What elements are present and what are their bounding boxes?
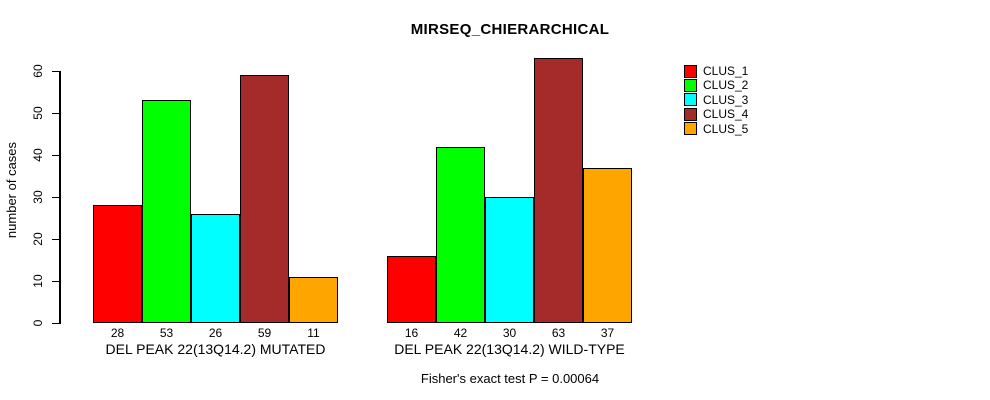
- y-axis-label: number of cases: [4, 141, 19, 239]
- bar-value-label: 63: [551, 326, 566, 340]
- bar-value-label: 16: [404, 326, 419, 340]
- bar-CLUS_4-group-1: [240, 75, 289, 323]
- legend-item-CLUS_5: CLUS_5: [684, 121, 749, 136]
- y-tick-label: 0: [31, 319, 45, 327]
- bar-value-label: 37: [600, 326, 615, 340]
- bar-CLUS_3-group-1: [191, 213, 240, 323]
- bar-value-label: 30: [502, 326, 517, 340]
- legend-swatch-icon: [684, 78, 697, 92]
- legend-label: CLUS_3: [703, 92, 749, 107]
- y-tick-mark: [52, 154, 59, 156]
- fisher-test-annotation: Fisher's exact test P = 0.00064: [420, 371, 600, 386]
- legend-swatch-icon: [684, 107, 697, 121]
- legend-item-CLUS_1: CLUS_1: [684, 64, 749, 78]
- legend-swatch-icon: [684, 93, 697, 107]
- y-tick-mark: [52, 112, 59, 114]
- chart-title: MIRSEQ_CHIERARCHICAL: [410, 21, 610, 38]
- bar-CLUS_2-group-2: [436, 146, 485, 323]
- y-tick-mark: [52, 70, 59, 72]
- legend-label: CLUS_2: [703, 78, 749, 93]
- legend-swatch-icon: [684, 122, 697, 136]
- bar-CLUS_1-group-1: [93, 205, 142, 323]
- legend-label: CLUS_4: [703, 107, 749, 122]
- legend-item-CLUS_2: CLUS_2: [684, 78, 749, 93]
- legend-label: CLUS_1: [703, 64, 749, 78]
- legend-swatch-icon: [684, 64, 697, 78]
- bar-value-label: 26: [208, 326, 223, 340]
- bar-CLUS_5-group-2: [583, 167, 632, 323]
- y-tick-label: 50: [31, 106, 45, 120]
- y-tick-mark: [52, 238, 59, 240]
- y-tick-label: 10: [31, 274, 45, 288]
- bar-value-label: 42: [453, 326, 468, 340]
- legend-item-CLUS_3: CLUS_3: [684, 92, 749, 107]
- x-group-label: DEL PEAK 22(13Q14.2) WILD-TYPE: [394, 341, 625, 357]
- y-tick-mark: [52, 280, 59, 282]
- y-axis-line: [59, 71, 61, 324]
- bar-value-label: 59: [257, 326, 272, 340]
- y-tick-label: 20: [31, 232, 45, 246]
- bar-CLUS_3-group-2: [485, 197, 534, 323]
- bar-CLUS_2-group-1: [142, 100, 191, 323]
- bar-value-label: 53: [159, 326, 174, 340]
- x-group-label: DEL PEAK 22(13Q14.2) MUTATED: [105, 341, 326, 357]
- bar-value-label: 28: [110, 326, 125, 340]
- bar-CLUS_4-group-2: [534, 58, 583, 323]
- y-tick-label: 60: [31, 64, 45, 78]
- y-tick-mark: [52, 196, 59, 198]
- bar-CLUS_5-group-1: [289, 276, 338, 323]
- y-tick-label: 30: [31, 190, 45, 204]
- y-tick-label: 40: [31, 148, 45, 162]
- legend-item-CLUS_4: CLUS_4: [684, 107, 749, 122]
- y-tick-mark: [52, 322, 59, 324]
- bar-value-label: 11: [307, 326, 320, 340]
- legend-label: CLUS_5: [703, 121, 749, 136]
- bar-CLUS_1-group-2: [387, 255, 436, 323]
- legend: CLUS_1 CLUS_2 CLUS_3 CLUS_4 CLUS_5: [684, 64, 749, 137]
